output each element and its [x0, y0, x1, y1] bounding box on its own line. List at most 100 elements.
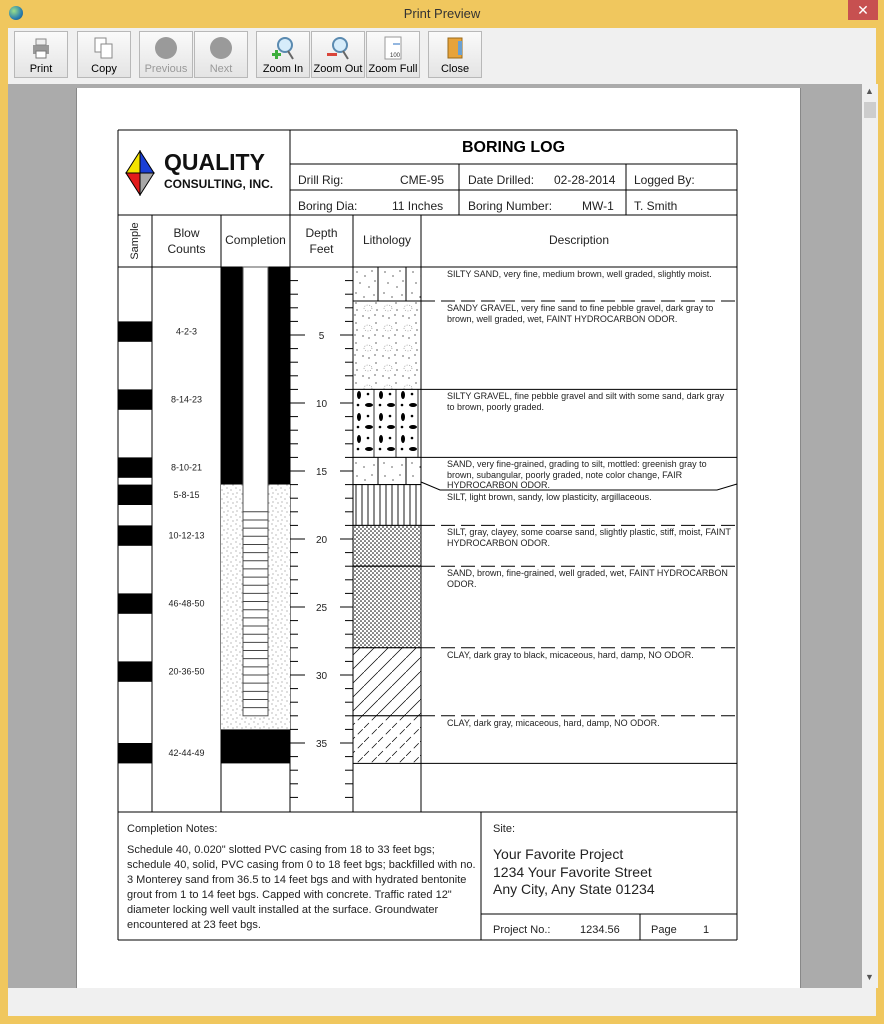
- site-address: Your Favorite Project 1234 Your Favorite…: [493, 846, 655, 899]
- print-label: Print: [29, 63, 53, 75]
- date-drilled-label: Date Drilled:: [468, 173, 535, 187]
- zoom-full-label: Zoom Full: [368, 63, 418, 75]
- status-bar: [8, 988, 876, 1016]
- layer-description: SAND, very fine-grained, grading to silt…: [447, 459, 707, 491]
- printer-icon: [33, 38, 49, 59]
- layer-description: CLAY, dark gray, micaceous, hard, damp, …: [447, 717, 660, 728]
- lithology-sand: [352, 524, 422, 567]
- depth-label: 5: [319, 331, 325, 342]
- col-blow-line2: Counts: [167, 242, 206, 256]
- zoom-in-button[interactable]: Zoom In: [256, 31, 310, 78]
- lithology-clay: [352, 647, 422, 717]
- depth-label: 20: [316, 535, 328, 546]
- close-button[interactable]: Close: [428, 31, 482, 78]
- depth-label: 10: [316, 399, 328, 410]
- date-drilled-value: 02-28-2014: [554, 173, 616, 187]
- copy-label: Copy: [91, 63, 117, 75]
- completion-notes-text: Schedule 40, 0.020" slotted PVC casing f…: [127, 844, 476, 931]
- zoom-in-icon: [272, 37, 294, 60]
- boring-number-value: MW-1: [582, 199, 614, 213]
- logged-by-label: Logged By:: [634, 173, 695, 187]
- blow-count: 10-12-13: [168, 531, 204, 541]
- blow-count: 20-36-50: [168, 667, 204, 677]
- lithology-silt: [352, 484, 422, 526]
- sample-interval: [118, 457, 152, 478]
- scroll-up-arrow[interactable]: ▲: [865, 86, 874, 96]
- company-name: QUALITY: [164, 149, 265, 175]
- zoom-out-button[interactable]: Zoom Out: [311, 31, 365, 78]
- zoom-full-button[interactable]: 100 Zoom Full: [366, 31, 420, 78]
- layer-description: SANDY GRAVEL, very fine sand to fine peb…: [447, 303, 714, 324]
- project-no-label: Project No.:: [493, 924, 551, 936]
- next-button[interactable]: Next: [194, 31, 248, 78]
- scroll-thumb[interactable]: [864, 102, 876, 118]
- svg-text:100: 100: [390, 53, 401, 59]
- lithology-silty-sand: [352, 456, 422, 486]
- col-depth: Depth Feet: [290, 225, 353, 257]
- sample-interval: [118, 593, 152, 614]
- sample-interval: [118, 389, 152, 410]
- next-label: Next: [209, 63, 233, 75]
- lithology-silty-sand: [352, 266, 422, 302]
- blow-count: 42-44-49: [168, 748, 204, 758]
- app-globe-icon: [9, 6, 23, 20]
- sample-interval: [118, 321, 152, 342]
- contact-line-unconformity: [420, 481, 738, 491]
- layer-description: CLAY, dark gray to black, micaceous, har…: [447, 649, 694, 660]
- depth-label: 30: [316, 671, 328, 682]
- completion-notes-label: Completion Notes:: [127, 823, 218, 835]
- site-line: 1234 Your Favorite Street: [493, 863, 652, 880]
- boring-number-label: Boring Number:: [468, 199, 553, 213]
- blow-count: 8-10-21: [171, 463, 202, 473]
- site-line: Your Favorite Project: [493, 846, 624, 862]
- vertical-scrollbar[interactable]: ▲ ▼: [862, 84, 878, 988]
- col-lithology: Lithology: [362, 233, 412, 247]
- layer-description: SILT, light brown, sandy, low plasticity…: [447, 491, 652, 502]
- window-title: Print Preview: [403, 6, 481, 21]
- window-close-button[interactable]: ✕: [848, 0, 878, 20]
- col-depth-line1: Depth: [305, 226, 338, 240]
- lithology-sand: [352, 565, 422, 649]
- site-line: Any City, Any State 01234: [493, 881, 655, 897]
- zoom-full-icon: 100: [384, 36, 402, 60]
- scroll-down-arrow[interactable]: ▼: [865, 972, 874, 982]
- well-casing: [242, 266, 269, 717]
- col-sample: Sample: [129, 222, 141, 260]
- close-label: Close: [440, 63, 470, 75]
- blow-count: 4-2-3: [176, 327, 197, 337]
- sample-interval: [118, 743, 152, 764]
- log-title: BORING LOG: [461, 139, 566, 156]
- previous-button[interactable]: Previous: [139, 31, 193, 78]
- previous-label: Previous: [144, 63, 188, 75]
- title-bar: [0, 0, 884, 28]
- seal-fill: [221, 729, 290, 764]
- copy-button[interactable]: Copy: [77, 31, 131, 78]
- depth-label: 35: [316, 739, 328, 750]
- project-no-value: 1234.56: [580, 924, 620, 936]
- layer-description: SAND, brown, fine-grained, well graded, …: [447, 568, 728, 589]
- print-button[interactable]: Print: [14, 31, 68, 78]
- site-label: Site:: [493, 823, 516, 835]
- blow-count: 8-14-23: [171, 395, 202, 405]
- col-description: Description: [548, 233, 610, 247]
- sample-interval: [118, 525, 152, 546]
- circle-icon: [210, 37, 232, 59]
- company-subtitle: CONSULTING, INC.: [164, 177, 274, 191]
- copy-icon: [94, 37, 113, 59]
- col-blow-counts: Blow Counts: [152, 225, 221, 257]
- boring-dia-value: 11 Inches: [392, 199, 444, 213]
- col-blow-line1: Blow: [173, 226, 200, 240]
- company-logo-diamond-icon: [125, 150, 155, 196]
- zoom-out-icon: [327, 37, 349, 60]
- depth-label: 15: [316, 467, 328, 478]
- zoom-out-label: Zoom Out: [313, 63, 363, 75]
- boring-dia-label: Boring Dia:: [298, 199, 358, 213]
- logged-by-value: T. Smith: [634, 199, 678, 213]
- door-icon: [447, 37, 463, 59]
- page-label: Page: [651, 924, 677, 936]
- blow-count: 5-8-15: [173, 490, 199, 500]
- lithology-clay-dashed: [352, 715, 422, 764]
- zoom-in-label: Zoom In: [262, 63, 304, 75]
- blow-count: 46-48-50: [168, 599, 204, 609]
